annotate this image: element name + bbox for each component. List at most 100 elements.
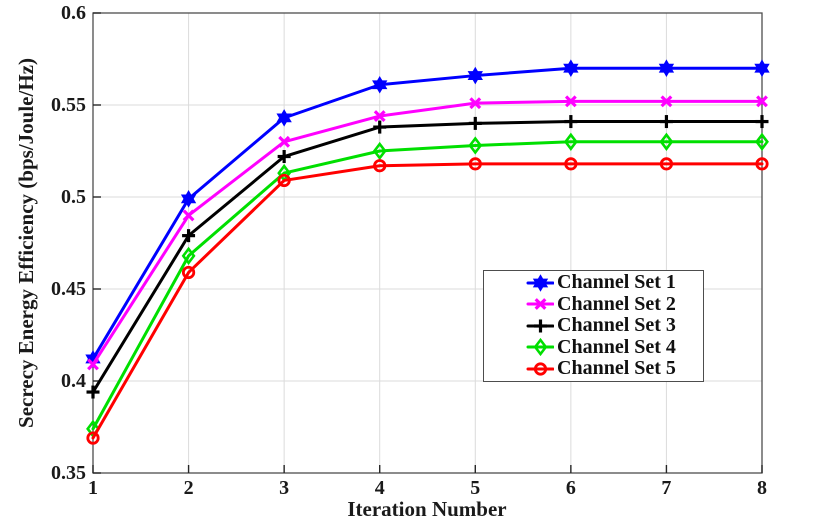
series-line-channel-set-3	[91, 120, 764, 394]
marker-shape	[754, 63, 770, 77]
marker-shape	[276, 113, 292, 127]
marker-hexagram	[276, 109, 292, 127]
marker-x	[373, 110, 386, 122]
marker-x	[564, 95, 577, 108]
marker-circle	[277, 173, 291, 188]
marker-shape	[563, 63, 579, 77]
marker-shape	[181, 265, 196, 280]
legend-item-channel-set-4: Channel Set 4	[484, 335, 703, 359]
marker-shape	[372, 80, 388, 94]
marker-shape	[533, 338, 548, 357]
marker-diamond	[533, 338, 548, 357]
x-tick-label: 7	[661, 477, 672, 499]
y-tick-label: 0.35	[51, 461, 86, 484]
marker-shape	[277, 173, 291, 188]
marker-diamond	[563, 132, 578, 151]
marker-shape	[181, 246, 196, 266]
y-tick-label: 0.55	[51, 93, 86, 116]
marker-circle	[373, 159, 387, 173]
marker-shape	[755, 132, 769, 151]
legend-label: Channel Set 5	[557, 357, 676, 380]
legend-label: Channel Set 1	[557, 271, 676, 294]
marker-diamond	[659, 132, 674, 151]
marker-hexagram	[658, 59, 675, 77]
x-tick-label: 5	[470, 477, 481, 499]
marker-shape	[372, 141, 387, 161]
marker-hexagram	[180, 190, 197, 208]
x-tick-label: 6	[565, 477, 576, 499]
axes-box	[92, 12, 763, 474]
marker-plus	[86, 385, 100, 399]
legend-item-channel-set-1: Channel Set 1	[484, 272, 703, 294]
legend-label: Channel Set 4	[557, 335, 676, 358]
marker-shape	[182, 209, 195, 222]
x-tick-label: 4	[374, 477, 385, 499]
marker-shape	[755, 157, 769, 171]
marker-plus	[182, 229, 196, 243]
legend-item-channel-set-2: Channel Set 2	[484, 292, 703, 316]
marker-shape	[86, 431, 100, 445]
series-line-channel-set-5	[91, 162, 764, 440]
legend-item-channel-set-3: Channel Set 3	[484, 315, 703, 337]
marker-circle	[755, 157, 769, 171]
marker-shape	[533, 362, 548, 376]
marker-plus	[373, 120, 387, 134]
marker-shape	[87, 358, 99, 371]
marker-circle	[659, 157, 674, 171]
marker-shape	[373, 159, 387, 173]
marker-shape	[660, 95, 673, 108]
y-axis-label: Secrecy Energy Efficiency (bps/Joule/Hz)	[14, 58, 38, 428]
marker-x	[87, 358, 99, 371]
marker-plus	[468, 116, 482, 130]
marker-circle	[533, 362, 548, 376]
legend-label: Channel Set 3	[557, 314, 676, 337]
marker-x	[182, 209, 195, 222]
marker-circle	[86, 431, 100, 445]
marker-shape	[534, 298, 547, 311]
marker-x	[469, 97, 482, 110]
marker-diamond	[468, 136, 483, 155]
legend-marker-circle-icon	[526, 362, 554, 376]
marker-hexagram	[467, 66, 483, 85]
legend-label: Channel Set 2	[557, 292, 676, 315]
marker-shape	[659, 132, 674, 151]
series-line-channel-set-1	[91, 66, 764, 361]
marker-plus	[534, 319, 547, 333]
marker-circle	[468, 157, 482, 171]
marker-shape	[564, 95, 577, 108]
marker-x	[660, 95, 673, 108]
legend-marker-plus-icon	[526, 319, 554, 333]
marker-shape	[468, 136, 483, 155]
marker-shape	[659, 157, 674, 171]
x-axis-label: Iteration Number	[347, 497, 507, 521]
marker-plus	[564, 115, 578, 129]
legend-marker-x-icon	[526, 298, 554, 311]
marker-hexagram	[532, 273, 549, 292]
marker-diamond	[755, 132, 769, 151]
marker-hexagram	[563, 59, 579, 77]
marker-diamond	[372, 141, 387, 161]
legend-item-channel-set-5: Channel Set 5	[484, 358, 703, 380]
marker-shape	[467, 71, 483, 85]
y-tick-label: 0.5	[61, 185, 86, 208]
x-tick-label: 8	[757, 477, 767, 499]
marker-diamond	[181, 246, 196, 266]
marker-shape	[532, 278, 549, 292]
y-tick-label: 0.6	[61, 1, 86, 24]
marker-shape	[658, 63, 675, 77]
marker-hexagram	[754, 59, 770, 77]
marker-shape	[563, 132, 578, 151]
marker-shape	[373, 110, 386, 122]
legend-marker-hexagram-icon	[526, 273, 554, 292]
marker-shape	[564, 157, 578, 171]
x-tick-label: 1	[88, 477, 98, 499]
y-tick-label: 0.4	[61, 369, 86, 392]
marker-plus	[277, 150, 291, 164]
marker-shape	[278, 135, 291, 148]
marker-shape	[469, 97, 482, 110]
series-line-channel-set-2	[91, 99, 764, 366]
x-tick-label: 2	[183, 477, 194, 499]
